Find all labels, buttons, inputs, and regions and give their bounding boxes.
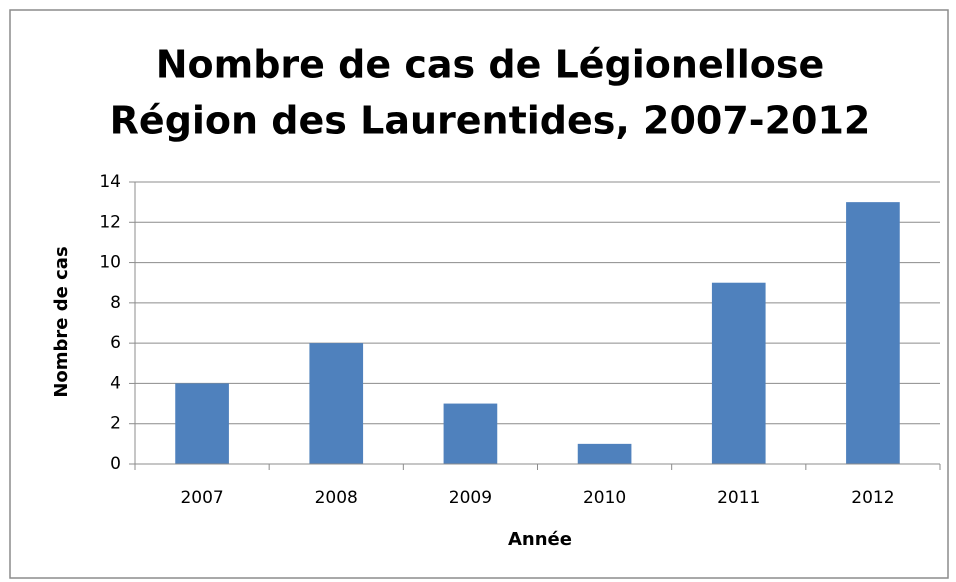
y-tick-label: 6 <box>110 333 121 353</box>
x-tick-label: 2009 <box>449 488 492 508</box>
x-tick-label: 2012 <box>851 488 894 508</box>
y-tick-label: 10 <box>99 253 121 273</box>
bar <box>577 443 632 464</box>
y-tick-label: 2 <box>110 414 121 434</box>
x-axis-label: Année <box>508 529 572 550</box>
y-tick-label: 12 <box>99 212 121 232</box>
y-axis-label: Nombre de cas <box>51 246 72 397</box>
y-tick-label: 4 <box>110 373 121 393</box>
chart-frame <box>9 9 949 579</box>
x-tick-label: 2008 <box>315 488 358 508</box>
bar <box>309 343 364 464</box>
y-tick-label: 0 <box>110 454 121 474</box>
bar <box>711 282 766 464</box>
chart-title: Région des Laurentides, 2007-2012 <box>110 99 871 143</box>
x-tick-label: 2011 <box>717 488 760 508</box>
bar <box>443 403 498 464</box>
x-tick-label: 2007 <box>180 488 223 508</box>
bar <box>846 202 900 464</box>
y-tick-label: 8 <box>110 293 121 313</box>
chart-title: Nombre de cas de Légionellose <box>156 43 825 87</box>
x-tick-label: 2010 <box>583 488 626 508</box>
y-tick-label: 14 <box>99 172 121 192</box>
bar <box>175 383 229 464</box>
